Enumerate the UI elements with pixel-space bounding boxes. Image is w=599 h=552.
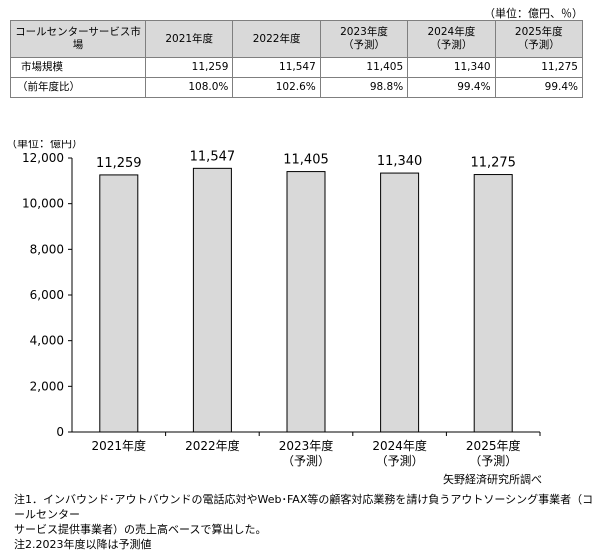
table-cell: 99.4% [494, 77, 584, 98]
table-header-cell: 2022年度 [232, 20, 321, 58]
table-header-cell: 2025年度 （予測） [494, 20, 584, 58]
table-cell: 108.0% [144, 77, 234, 98]
bar [99, 174, 139, 433]
bar-value-label: 11,547 [190, 149, 236, 164]
table-cell: 11,340 [407, 57, 496, 78]
header-year: 2023年度 [340, 26, 388, 38]
table-row: 市場規模 11,259 11,547 11,405 11,340 11,275 [10, 57, 584, 78]
x-tick-label: 2024年度 [372, 438, 427, 453]
table-row: （前年度比） 108.0% 102.6% 98.8% 99.4% 99.4% [10, 77, 584, 98]
x-tick-label: （予測） [282, 454, 330, 468]
table-cell: 11,547 [232, 57, 321, 78]
bar-value-label: 11,259 [96, 156, 142, 171]
chart-unit-label: （単位：億円） [6, 140, 83, 150]
x-tick-label: 2021年度 [92, 438, 147, 453]
x-tick-label: 2023年度 [279, 438, 334, 453]
table-header-cell: コールセンターサービス市場 [10, 20, 146, 58]
bar [192, 167, 232, 433]
footnote-line: 注1．インバウンド･アウトバウンドの電話応対やWeb･FAX等の顧客対応業務を請… [14, 493, 594, 521]
table-cell: 11,405 [319, 57, 409, 78]
header-year: 2024年度 [427, 26, 476, 38]
y-tick-label: 0 [56, 425, 64, 439]
y-tick-label: 6,000 [30, 288, 64, 302]
footnote-line: サービス提供事業者）の売上高ベースで算出した。 [14, 523, 267, 536]
table-header-row: コールセンターサービス市場 2021年度 2022年度 2023年度 （予測） 2… [10, 20, 584, 58]
x-tick-label: 2025年度 [466, 438, 521, 453]
table-cell: 102.6% [232, 77, 321, 98]
market-size-table: コールセンターサービス市場 2021年度 2022年度 2023年度 （予測） 2… [10, 20, 584, 98]
market-size-bar-chart: （単位：億円） 0 2,000 4,000 6,000 8,000 10,000 12,000… [6, 140, 541, 468]
header-forecast: （予測） [517, 39, 560, 51]
x-tick-label: （予測） [469, 454, 517, 468]
y-tick-label: 2,000 [30, 379, 64, 393]
row-label: 市場規模 [10, 57, 146, 78]
source-note: 矢野経済研究所調べ [443, 473, 542, 486]
table-cell: 98.8% [319, 77, 409, 98]
bar [473, 174, 513, 433]
footnotes: 注1．インバウンド･アウトバウンドの電話応対やWeb･FAX等の顧客対応業務を請… [14, 492, 594, 552]
header-year: 2025年度 [514, 26, 563, 38]
bar-value-label: 11,340 [377, 154, 423, 169]
x-tick-label: （予測） [376, 454, 424, 468]
table-cell: 99.4% [407, 77, 496, 98]
footnote-line: 注2.2023年度以降は予測値 [14, 538, 152, 551]
y-tick-label: 12,000 [22, 151, 64, 165]
y-tick-label: 8,000 [30, 242, 64, 256]
row-label: （前年度比） [10, 77, 146, 98]
header-forecast: （予測） [430, 39, 473, 51]
table-header-cell: 2023年度 （予測） [319, 20, 409, 58]
table-cell: 11,259 [144, 57, 234, 78]
bar-value-label: 11,275 [470, 156, 516, 171]
header-forecast: （予測） [342, 39, 385, 51]
bar [380, 172, 420, 433]
x-tick-label: 2022年度 [185, 438, 240, 453]
bar-value-label: 11,405 [283, 153, 329, 168]
table-unit-note: （単位：億円、％） [484, 7, 583, 20]
table-header-cell: 2021年度 [144, 20, 234, 58]
y-tick-label: 4,000 [30, 334, 64, 348]
table-cell: 11,275 [494, 57, 584, 78]
y-tick-label: 10,000 [22, 197, 64, 211]
table-header-cell: 2024年度 （予測） [407, 20, 496, 58]
bar [286, 171, 326, 433]
